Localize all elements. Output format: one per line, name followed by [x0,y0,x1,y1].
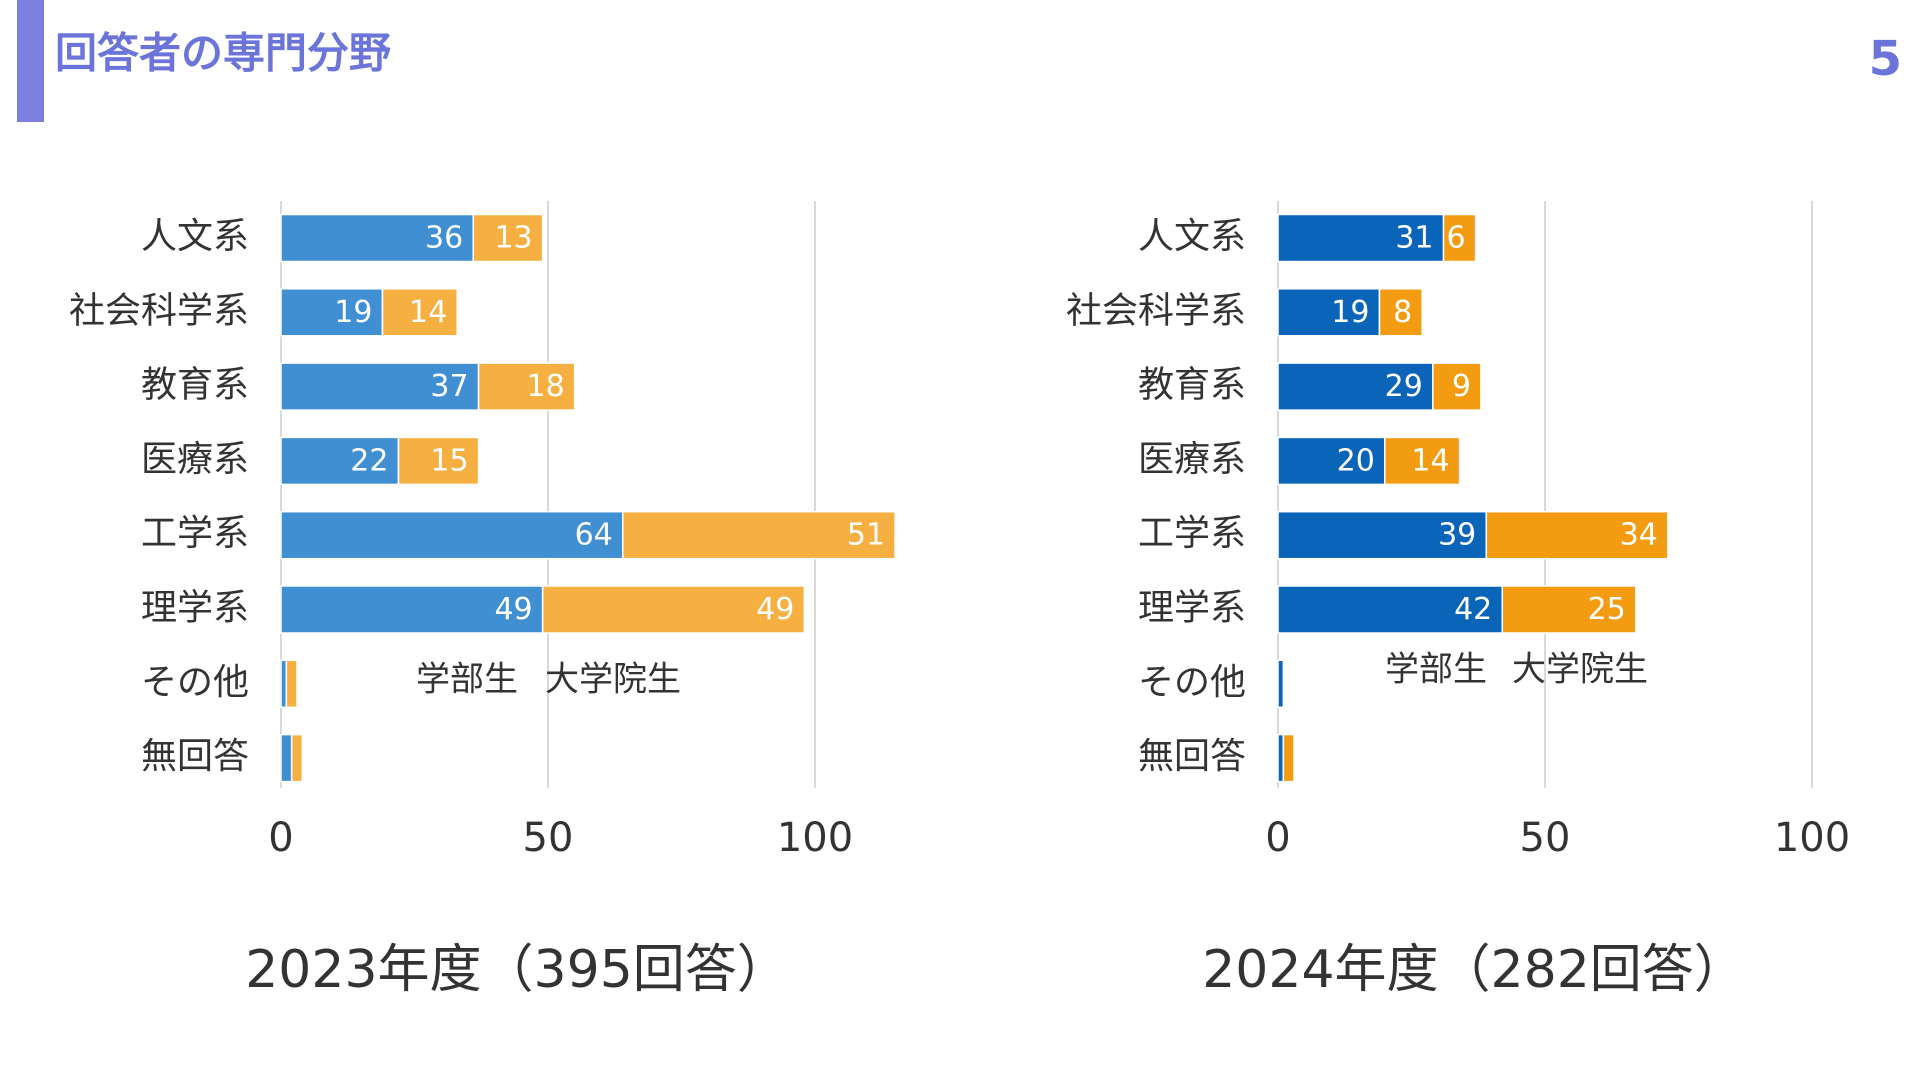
data-label: 20 [1337,443,1375,478]
x-tick-label: 50 [1520,815,1571,861]
x-tick-label: 0 [268,815,293,861]
category-label: 教育系 [141,365,249,406]
bar-segment [1501,585,1637,634]
bar-segment [477,362,576,411]
category-label: 教育系 [1138,365,1246,406]
category-label: 医療系 [1138,439,1246,480]
legend-label: 大学院生 [1512,650,1648,690]
bar-segment [1277,659,1285,709]
data-label: 49 [756,592,794,627]
category-label: 理学系 [141,588,249,629]
bar-segment [285,659,298,709]
category-label: 無回答 [1138,736,1246,777]
bar-segment [280,288,384,337]
chart-title: 2023年度（395回答） [245,940,789,1000]
title-accent [17,0,44,122]
category-label: その他 [141,662,249,703]
bar-segment [1432,362,1482,411]
data-label: 14 [1411,443,1449,478]
bar-segment [622,510,896,560]
bar-segment [1282,733,1295,783]
legend-label: 大学院生 [545,660,681,700]
bar-segment [1378,288,1423,337]
data-label: 29 [1385,369,1423,404]
bar-segment [280,659,288,709]
bar-segment [397,436,480,486]
data-label: 37 [430,369,468,404]
data-label: 34 [1620,518,1658,553]
bar-segment [1485,510,1669,560]
data-label: 64 [575,518,613,553]
bar-segment [381,288,458,337]
bar-segment [541,585,806,634]
data-label: 22 [350,443,388,478]
category-label: 社会科学系 [69,290,249,331]
chart-title: 2024年度（282回答） [1202,940,1746,1000]
bar-segment [1277,288,1381,337]
data-label: 15 [430,443,468,478]
page-number: 5 [1869,31,1902,87]
data-label: 31 [1395,221,1433,256]
bar-segment [280,362,480,411]
bar-segment [1277,213,1445,263]
data-label: 14 [409,295,447,330]
x-tick-label: 0 [1265,815,1290,861]
bar-segment [280,733,293,783]
bar-segment [1442,213,1477,263]
category-label: 無回答 [141,736,249,777]
bar-segment [280,585,544,634]
data-label: 19 [1331,295,1369,330]
data-label: 8 [1393,295,1412,330]
data-label: 18 [527,369,565,404]
data-label: 49 [494,592,532,627]
category-label: その他 [1138,662,1246,703]
data-label: 25 [1588,592,1626,627]
data-label: 42 [1454,592,1492,627]
category-label: 工学系 [141,513,249,554]
data-label: 36 [425,221,463,256]
legend-label: 学部生 [416,660,518,700]
category-label: 理学系 [1138,588,1246,629]
bar-segment [280,510,624,560]
category-label: 医療系 [141,439,249,480]
data-label: 51 [847,518,885,553]
data-label: 9 [1452,369,1471,404]
data-label: 13 [494,221,532,256]
x-tick-label: 100 [1774,815,1850,861]
category-label: 人文系 [141,216,249,257]
legend-label: 学部生 [1385,650,1487,690]
bar-segment [290,733,304,783]
bar-segment [472,213,544,263]
slide-title: 回答者の専門分野 [55,29,391,78]
data-label: 19 [334,295,372,330]
data-label: 6 [1446,221,1465,256]
x-tick-label: 100 [777,815,853,861]
bar-segment [1277,436,1386,486]
x-tick-label: 50 [523,815,574,861]
bar-segment [1277,733,1285,783]
data-label: 39 [1438,518,1476,553]
bar-segment [1384,436,1461,486]
category-label: 社会科学系 [1066,290,1246,331]
category-label: 工学系 [1138,513,1246,554]
bar-segment [280,213,474,263]
category-label: 人文系 [1138,216,1246,257]
